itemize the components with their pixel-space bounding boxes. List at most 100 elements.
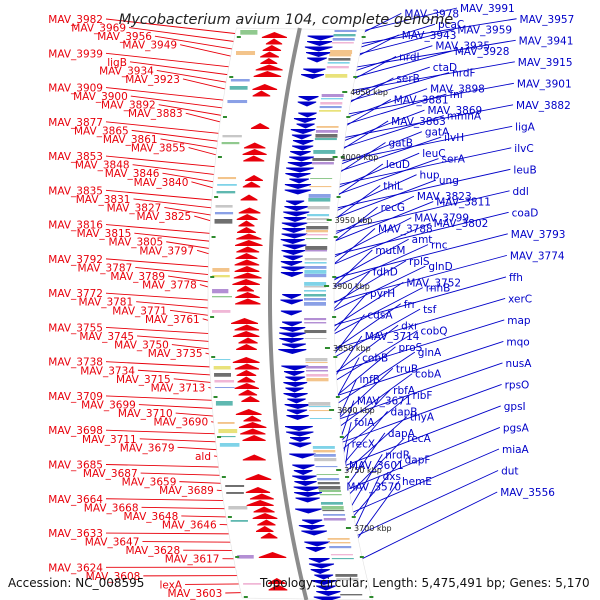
category-mark xyxy=(213,366,231,370)
right-gene-label: cobA xyxy=(415,369,442,381)
scale-tick xyxy=(332,276,337,278)
right-gene-label: amt xyxy=(412,234,433,246)
forward-gene-arrow xyxy=(253,71,282,77)
forward-gene-arrow xyxy=(236,370,257,376)
gene-labels: 4050 kbp 4000 kbp 3950 kbp 3900 kbp 3850 kbp… xyxy=(48,3,574,600)
left-gene-label: MAV_3710 xyxy=(118,408,173,420)
forward-gene-arrow xyxy=(234,259,260,266)
right-gene-label: cobQ xyxy=(420,326,447,338)
category-mark xyxy=(212,268,230,272)
forward-gene-arrow xyxy=(242,435,266,441)
right-gene-label: gatB xyxy=(389,137,413,149)
forward-gene-arrow xyxy=(238,220,255,227)
right-gene-label: MAV_3881 xyxy=(394,94,449,106)
right-connector-line xyxy=(344,470,499,542)
reverse-gene-arrow xyxy=(292,475,317,481)
right-gene-label: MAV_3928 xyxy=(455,46,510,58)
right-connector-line xyxy=(325,147,512,188)
left-gene-label: MAV_3781 xyxy=(78,297,133,309)
category-mark xyxy=(323,518,346,521)
right-connector-line xyxy=(319,244,429,295)
reverse-gene-arrow xyxy=(283,217,307,222)
forward-gene-arrow xyxy=(260,532,278,539)
category-mark xyxy=(310,178,333,180)
right-connector-line xyxy=(321,201,434,247)
left-gene-label: MAV_3787 xyxy=(78,262,133,274)
reverse-gene-arrow xyxy=(281,222,308,228)
right-gene-label: MAV_3882 xyxy=(516,100,571,112)
forward-gene-arrow xyxy=(238,337,258,344)
scale-tick xyxy=(210,276,215,278)
reverse-gene-arrow xyxy=(280,299,303,305)
left-gene-label: MAV_3949 xyxy=(122,40,177,52)
reverse-gene-arrow xyxy=(290,437,310,442)
scale-tick xyxy=(353,76,358,78)
left-gene-label: MAV_3934 xyxy=(99,65,154,77)
left-connector-line xyxy=(105,121,241,137)
left-gene-label: MAV_3745 xyxy=(79,331,134,343)
reverse-gene-arrow xyxy=(307,41,333,46)
scale-tick xyxy=(213,396,218,398)
forward-gene-arrow xyxy=(238,389,258,396)
right-gene-label: pyrH xyxy=(370,288,395,300)
right-connector-line xyxy=(326,362,503,424)
left-gene-label: MAV_3840 xyxy=(134,177,189,189)
right-gene-label: serA xyxy=(442,154,466,166)
right-connector-line xyxy=(322,319,505,377)
forward-gene-arrow xyxy=(257,519,276,526)
reverse-gene-arrow xyxy=(304,541,330,547)
reverse-gene-arrow xyxy=(308,558,330,563)
category-mark xyxy=(219,436,236,438)
scale-tick xyxy=(369,596,374,598)
left-gene-label: MAV_3827 xyxy=(107,202,162,214)
left-gene-label: MAV_3711 xyxy=(82,434,137,446)
right-gene-label: MAV_3799 xyxy=(414,213,469,225)
category-mark xyxy=(318,490,341,493)
left-gene-label: MAV_3685 xyxy=(48,459,103,471)
position-tick xyxy=(332,156,338,158)
forward-gene-arrow xyxy=(236,214,258,220)
forward-gene-arrow xyxy=(237,285,254,292)
category-mark xyxy=(304,282,327,286)
reverse-gene-arrow xyxy=(316,591,341,596)
category-mark xyxy=(305,238,328,240)
forward-gene-arrow xyxy=(235,409,262,415)
forward-gene-arrow xyxy=(242,454,266,461)
left-gene-label: MAV_3789 xyxy=(110,271,165,283)
forward-gene-arrow xyxy=(234,266,260,272)
left-connector-line xyxy=(105,532,252,535)
right-gene-label: nrdI xyxy=(399,51,420,63)
right-connector-line xyxy=(320,233,508,283)
reverse-gene-arrow xyxy=(284,184,312,189)
scale-tick xyxy=(211,356,216,358)
reverse-gene-arrow xyxy=(307,57,327,63)
reverse-gene-arrow xyxy=(283,382,308,387)
reverse-gene-arrow xyxy=(306,52,332,57)
reverse-gene-arrow xyxy=(282,228,306,233)
forward-gene-arrow xyxy=(232,357,260,363)
right-connector-line xyxy=(319,254,508,306)
right-gene-label: thiL xyxy=(383,180,403,192)
left-gene-label: MAV_3664 xyxy=(48,494,103,506)
right-gene-label: pgsA xyxy=(503,422,530,434)
left-gene-label: MAV_3735 xyxy=(148,348,203,360)
category-mark xyxy=(304,294,327,297)
left-gene-label: MAV_3603 xyxy=(168,588,223,600)
left-gene-label: MAV_3761 xyxy=(145,314,200,326)
category-mark xyxy=(217,184,237,186)
left-gene-label: MAV_3709 xyxy=(48,391,103,403)
left-gene-label: MAV_3628 xyxy=(125,545,180,557)
category-mark xyxy=(306,222,329,224)
position-label: 4050 kbp xyxy=(350,88,388,97)
right-gene-label: MAV_3714 xyxy=(365,331,420,343)
category-mark xyxy=(330,50,353,54)
left-gene-label: MAV_3969 xyxy=(71,23,126,35)
right-gene-label: cobB xyxy=(362,353,388,365)
right-gene-label: proS xyxy=(398,342,422,354)
category-mark xyxy=(340,594,363,596)
left-gene-label: MAV_3715 xyxy=(116,374,171,386)
forward-gene-arrow xyxy=(236,344,257,350)
feature-tracks xyxy=(207,27,374,600)
left-gene-label: MAV_3734 xyxy=(80,365,135,377)
forward-gene-arrow xyxy=(232,279,260,285)
